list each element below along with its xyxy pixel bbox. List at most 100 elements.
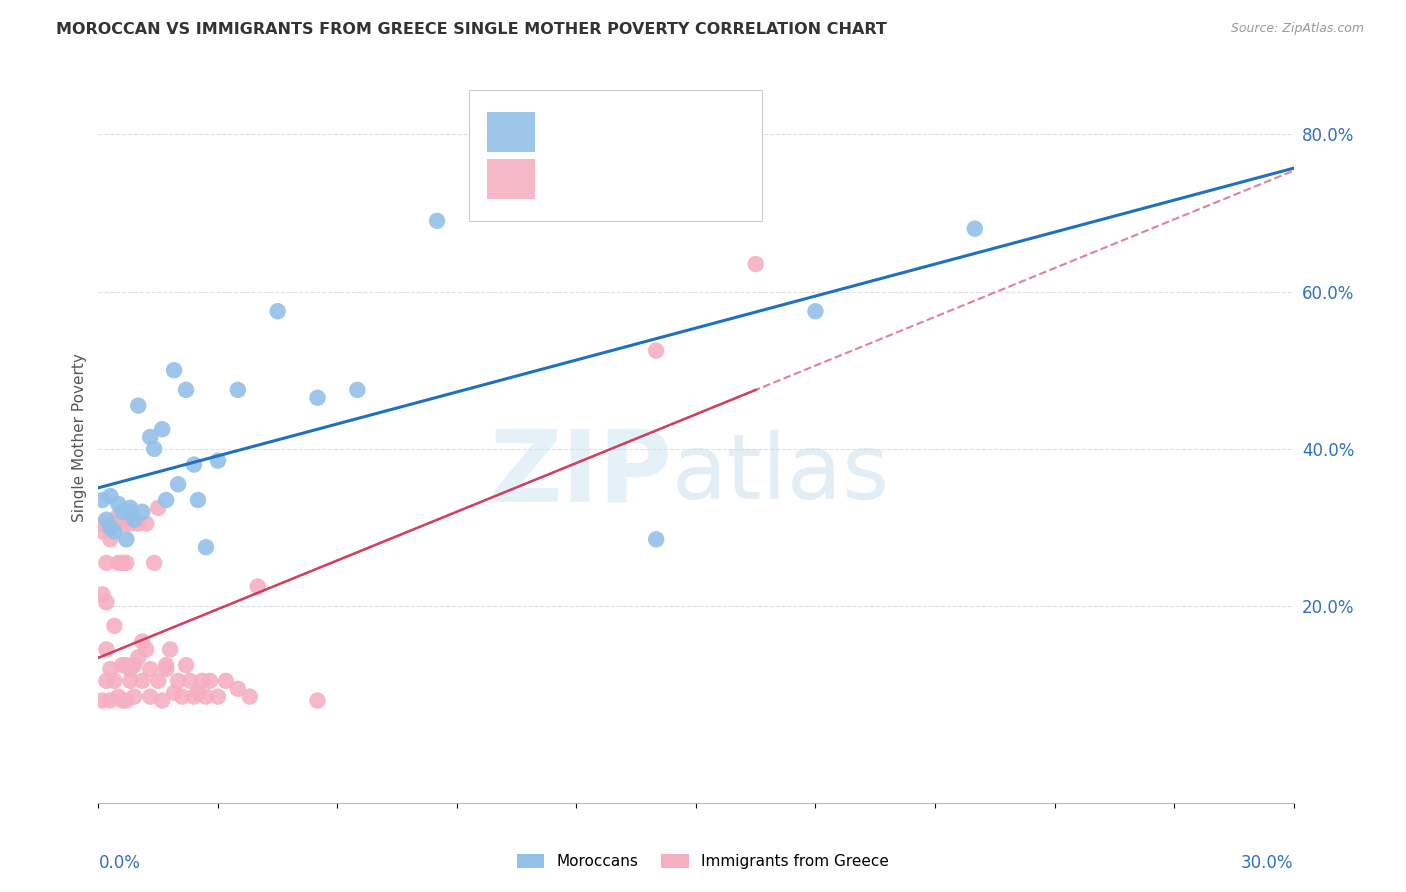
Point: [426, 214, 449, 228]
Point: [172, 690, 194, 704]
Bar: [486, 112, 534, 152]
Point: [139, 430, 162, 444]
Point: [239, 690, 262, 704]
Point: [745, 257, 768, 271]
Point: [167, 673, 190, 688]
Text: R =: R =: [553, 171, 586, 186]
Point: [155, 658, 177, 673]
Point: [195, 690, 218, 704]
Point: [131, 673, 153, 688]
Point: [107, 497, 129, 511]
Point: [96, 513, 118, 527]
Point: [111, 658, 134, 673]
Legend: Moroccans, Immigrants from Greece: Moroccans, Immigrants from Greece: [510, 848, 896, 875]
Point: [155, 493, 177, 508]
Point: [107, 508, 129, 523]
Point: [91, 516, 114, 531]
Point: [207, 453, 229, 467]
Point: [91, 493, 114, 508]
Point: [191, 673, 214, 688]
Text: 32: 32: [706, 124, 727, 139]
Point: [150, 693, 173, 707]
Text: 62: 62: [706, 171, 727, 186]
Point: [91, 587, 114, 601]
Point: [98, 520, 122, 534]
Point: [267, 304, 290, 318]
Point: [148, 673, 170, 688]
Point: [120, 516, 142, 531]
Point: [127, 650, 149, 665]
Point: [115, 533, 138, 547]
Bar: [486, 159, 534, 199]
Text: 0.436: 0.436: [598, 124, 647, 139]
Point: [103, 619, 125, 633]
Text: atlas: atlas: [672, 430, 890, 517]
Point: [127, 399, 149, 413]
Point: [107, 556, 129, 570]
Point: [163, 686, 186, 700]
Point: [115, 556, 138, 570]
Point: [103, 673, 125, 688]
Point: [96, 642, 118, 657]
Point: [226, 681, 249, 696]
Point: [115, 693, 138, 707]
Point: [120, 662, 142, 676]
Point: [120, 505, 142, 519]
Point: [111, 693, 134, 707]
Point: [148, 500, 170, 515]
Point: [963, 221, 986, 235]
Point: [167, 477, 190, 491]
Point: [207, 690, 229, 704]
Point: [226, 383, 249, 397]
FancyBboxPatch shape: [470, 89, 762, 221]
Point: [124, 658, 146, 673]
Point: [246, 580, 269, 594]
Point: [143, 442, 166, 456]
Point: [645, 533, 668, 547]
Text: R =: R =: [553, 124, 586, 139]
Point: [645, 343, 668, 358]
Point: [96, 673, 118, 688]
Text: 30.0%: 30.0%: [1241, 854, 1294, 872]
Point: [174, 658, 197, 673]
Text: ZIP: ZIP: [489, 425, 672, 522]
Point: [155, 662, 177, 676]
Point: [96, 556, 118, 570]
Point: [307, 693, 329, 707]
Point: [124, 690, 146, 704]
Point: [195, 540, 218, 554]
Point: [127, 516, 149, 531]
Point: [98, 662, 122, 676]
Point: [346, 383, 368, 397]
Text: 0.159: 0.159: [598, 171, 645, 186]
Point: [131, 634, 153, 648]
Point: [179, 673, 201, 688]
Point: [187, 493, 209, 508]
Point: [163, 363, 186, 377]
Point: [183, 458, 205, 472]
Point: [183, 690, 205, 704]
Point: [98, 489, 122, 503]
Text: Source: ZipAtlas.com: Source: ZipAtlas.com: [1230, 22, 1364, 36]
Point: [198, 673, 221, 688]
Point: [103, 516, 125, 531]
Text: MOROCCAN VS IMMIGRANTS FROM GREECE SINGLE MOTHER POVERTY CORRELATION CHART: MOROCCAN VS IMMIGRANTS FROM GREECE SINGL…: [56, 22, 887, 37]
Point: [111, 505, 134, 519]
Point: [111, 516, 134, 531]
Point: [143, 556, 166, 570]
Text: 0.0%: 0.0%: [98, 854, 141, 872]
Point: [174, 383, 197, 397]
Point: [96, 595, 118, 609]
Point: [307, 391, 329, 405]
Point: [115, 658, 138, 673]
Point: [150, 422, 173, 436]
Text: N =: N =: [661, 124, 695, 139]
Point: [120, 673, 142, 688]
Point: [103, 524, 125, 539]
Point: [124, 513, 146, 527]
Point: [131, 505, 153, 519]
Y-axis label: Single Mother Poverty: Single Mother Poverty: [72, 352, 87, 522]
Point: [215, 673, 238, 688]
Point: [91, 524, 114, 539]
Point: [135, 642, 157, 657]
